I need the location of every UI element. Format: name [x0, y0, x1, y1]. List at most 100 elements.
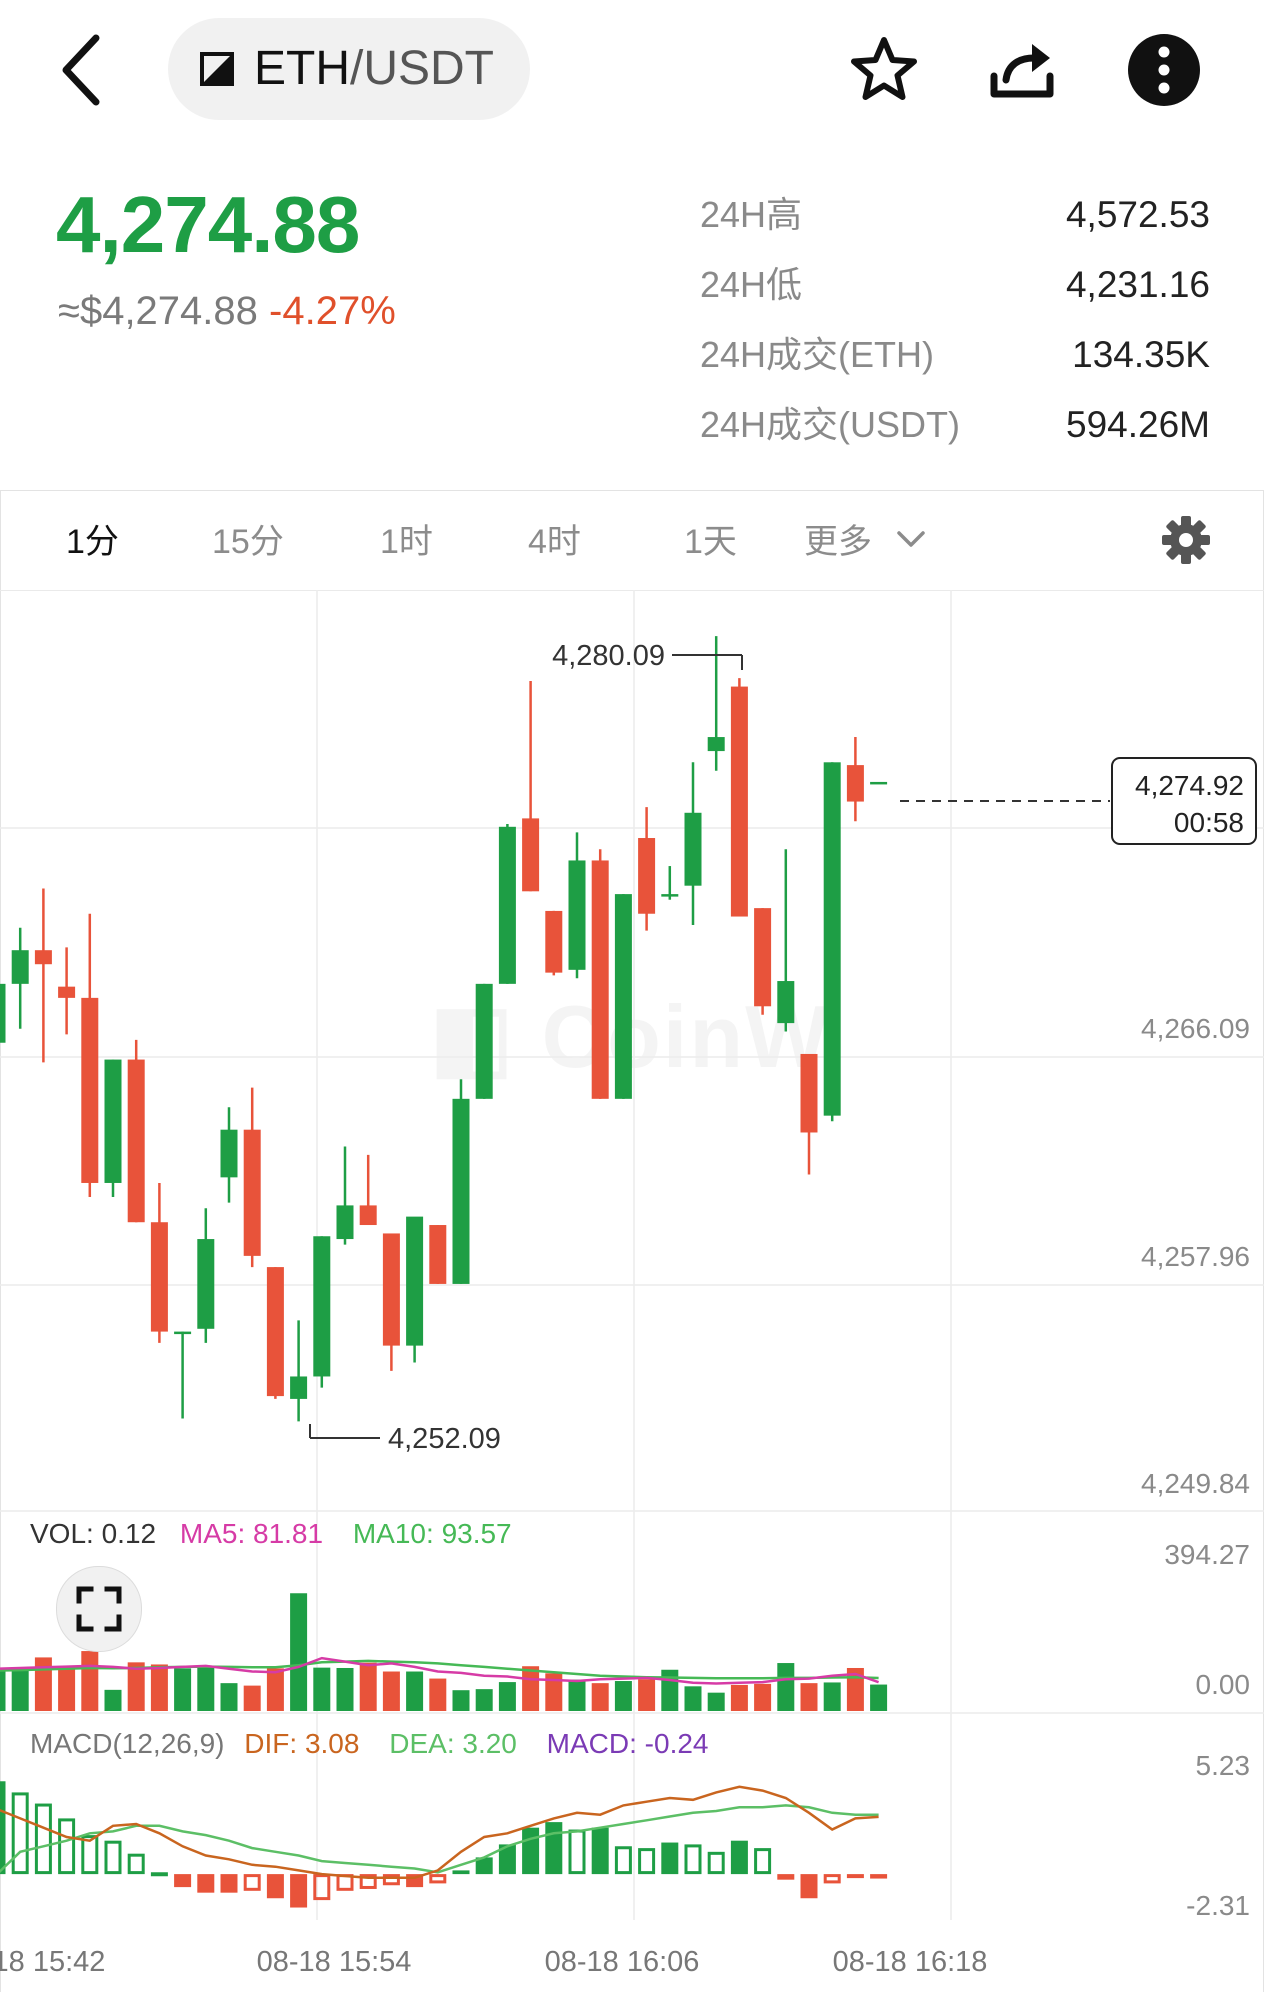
macd-histogram-bar	[359, 1874, 377, 1889]
pair-selector[interactable]: ETH/USDT	[168, 18, 530, 120]
more-button[interactable]	[1124, 30, 1204, 110]
macd-histogram-bar	[870, 1874, 888, 1879]
volume-bar	[777, 1663, 795, 1711]
volume-subchart: VOL: 0.12 MA5: 81.81 MA10: 93.57 394.27 …	[0, 1518, 1250, 1711]
macd-histogram-bar	[290, 1874, 308, 1908]
macd-histogram-bar	[545, 1822, 563, 1875]
stat-label: 24H成交(USDT)	[700, 404, 961, 445]
macd-histogram-bar	[730, 1840, 748, 1875]
volume-bar	[58, 1666, 76, 1711]
macd-params: MACD(12,26,9)	[30, 1728, 225, 1759]
macd-dea: DEA: 3.20	[389, 1728, 517, 1759]
star-icon	[851, 37, 917, 100]
tab-1m[interactable]: 1分	[66, 523, 119, 561]
macd-histogram-bar	[266, 1874, 284, 1899]
macd-axis-label: 5.23	[1196, 1750, 1251, 1781]
time-label: 08-18 15:54	[257, 1946, 412, 1978]
stat-value: 4,231.16	[1065, 264, 1210, 305]
candle-body	[0, 983, 6, 1043]
volume-bar	[545, 1673, 563, 1711]
low-annotation: 4,252.09	[388, 1423, 501, 1455]
macd-histogram-bar	[568, 1829, 586, 1875]
volume-bar	[359, 1662, 377, 1711]
volume-bar	[34, 1657, 52, 1711]
volume-bar	[452, 1690, 470, 1711]
candle-body	[707, 737, 725, 752]
volume-bar	[429, 1678, 447, 1711]
candle-body	[498, 826, 516, 984]
stat-row-volume-usdt: 24H成交(USDT) 594.26M	[700, 400, 1210, 470]
volume-ma5-line	[0, 1656, 880, 1685]
volume-bar	[104, 1689, 122, 1711]
macd-histogram-bar	[846, 1874, 864, 1879]
interval-tabs: 1分 15分 1时 4时 1天 更多	[0, 490, 1264, 591]
fullscreen-button[interactable]	[56, 1566, 142, 1652]
top-bar: ETH/USDT	[0, 0, 1264, 140]
share-button[interactable]	[982, 30, 1062, 110]
volume-bar	[0, 1668, 6, 1711]
candle-body	[568, 860, 586, 970]
volume-bar	[220, 1683, 238, 1711]
candle-body	[313, 1236, 331, 1377]
candle-body	[475, 983, 493, 1099]
chevron-down-icon	[897, 531, 925, 547]
macd-histogram-bar	[34, 1803, 52, 1875]
macd-axis-label: -2.31	[1186, 1890, 1250, 1921]
pair-logo-icon	[200, 52, 234, 86]
volume-bar	[174, 1668, 192, 1711]
volume-bar	[475, 1689, 493, 1711]
tab-4h[interactable]: 4时	[528, 523, 581, 561]
macd-histogram-bar	[684, 1844, 702, 1875]
tab-1h[interactable]: 1时	[380, 523, 433, 561]
vol-value: VOL: 0.12	[30, 1518, 156, 1549]
macd-histogram-bar	[614, 1846, 632, 1875]
candle-body	[197, 1239, 215, 1329]
current-price-countdown: 00:58	[1174, 807, 1244, 838]
volume-bar	[591, 1683, 609, 1711]
candle-body	[452, 1098, 470, 1284]
candle-body	[127, 1059, 145, 1223]
macd-dif-line	[0, 1785, 879, 1880]
price-axis-label: 4,266.09	[1141, 1013, 1250, 1044]
volume-bar	[290, 1593, 308, 1711]
chart-grid	[0, 590, 1264, 1920]
macd-histogram-bar	[104, 1840, 122, 1875]
volume-bar	[638, 1679, 656, 1711]
macd-histogram-bar	[800, 1874, 818, 1899]
candle-body	[870, 781, 888, 785]
candle-body	[243, 1129, 261, 1256]
candle-body	[614, 894, 632, 1099]
volume-bar	[81, 1651, 99, 1711]
candle-body	[104, 1059, 122, 1183]
volume-bar	[406, 1671, 424, 1711]
stat-value: 134.35K	[1072, 334, 1210, 375]
macd-histogram-bar	[336, 1874, 354, 1891]
candle-body	[220, 1129, 238, 1178]
candle-body	[777, 981, 795, 1024]
candle-body	[522, 818, 540, 892]
pair-quote: /USDT	[350, 42, 494, 95]
macd-value: MACD: -0.24	[547, 1728, 709, 1759]
candle-body	[638, 838, 656, 914]
tab-15m[interactable]: 15分	[212, 523, 284, 561]
macd-histogram-bar	[11, 1792, 29, 1875]
macd-histogram-bar	[0, 1781, 6, 1875]
candle-body	[684, 812, 702, 886]
candle-body	[81, 997, 99, 1183]
candle-body	[545, 910, 563, 973]
favorite-button[interactable]	[844, 30, 924, 110]
pair-name: ETH/USDT	[254, 42, 494, 96]
kline-chart[interactable]: 4,280.09 4,252.09 4,274.92 00:58 4,266.0…	[0, 590, 1264, 1991]
candle-body	[406, 1216, 424, 1346]
macd-histogram-bar	[777, 1874, 795, 1880]
gear-icon[interactable]	[1160, 514, 1212, 566]
volume-bar	[522, 1666, 540, 1711]
tab-more[interactable]: 更多	[804, 522, 925, 562]
macd-histogram-bar	[127, 1853, 145, 1875]
macd-label: MACD(12,26,9) DIF: 3.08 DEA: 3.20 MACD: …	[30, 1728, 709, 1759]
volume-label: VOL: 0.12 MA5: 81.81 MA10: 93.57	[30, 1518, 512, 1549]
volume-bar	[800, 1683, 818, 1711]
back-button[interactable]	[52, 30, 122, 110]
tab-1d[interactable]: 1天	[684, 523, 737, 561]
time-label: 08-18 15:42	[0, 1946, 105, 1978]
